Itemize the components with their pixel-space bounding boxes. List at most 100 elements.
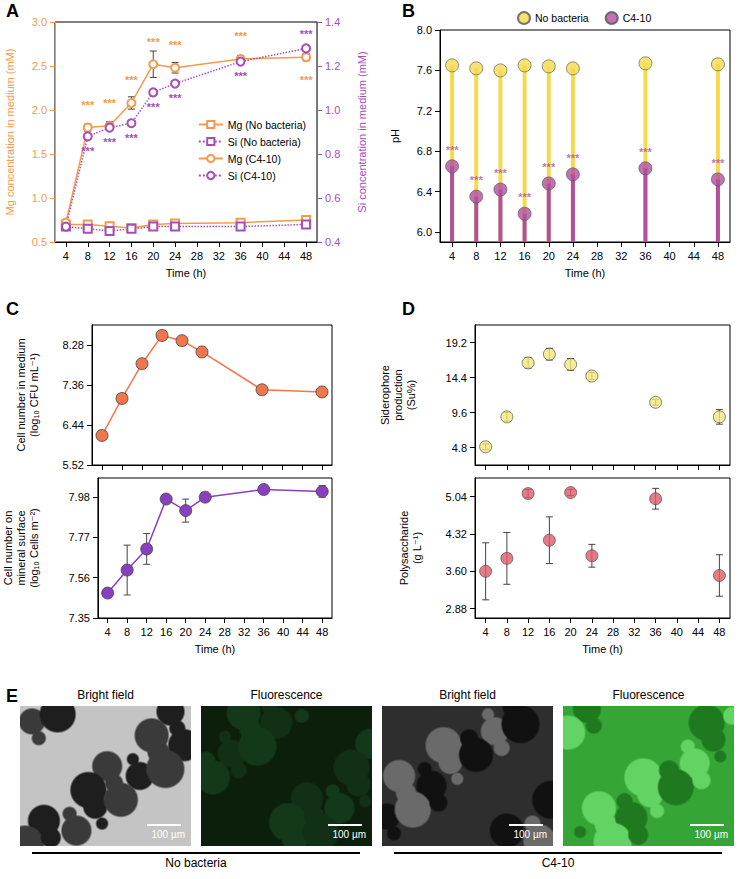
svg-text:12: 12: [103, 250, 115, 262]
svg-text:7.35: 7.35: [68, 612, 89, 624]
svg-text:20: 20: [565, 626, 577, 638]
svg-text:4.8: 4.8: [452, 442, 467, 454]
svg-text:pH: pH: [389, 129, 401, 143]
svg-text:Siderophore: Siderophore: [379, 365, 391, 425]
svg-text:Time (h): Time (h): [582, 643, 623, 655]
svg-text:***: ***: [300, 28, 314, 40]
svg-text:7.56: 7.56: [68, 572, 89, 584]
svg-text:6.4: 6.4: [417, 186, 432, 198]
svg-text:***: ***: [494, 167, 508, 179]
svg-text:(log₁₀ Cells m⁻²): (log₁₀ Cells m⁻²): [28, 508, 40, 587]
svg-text:2.0: 2.0: [32, 104, 47, 116]
svg-text:0.8: 0.8: [325, 148, 340, 160]
svg-text:0.4: 0.4: [325, 236, 340, 248]
svg-text:Time (h): Time (h): [195, 643, 236, 655]
svg-text:28: 28: [219, 626, 231, 638]
svg-text:5.04: 5.04: [446, 491, 467, 503]
svg-text:Cell number on: Cell number on: [2, 511, 14, 586]
svg-text:***: ***: [234, 30, 248, 42]
svg-text:***: ***: [147, 101, 161, 113]
svg-text:36: 36: [639, 250, 651, 262]
svg-text:D: D: [402, 299, 415, 319]
svg-text:C4-10: C4-10: [623, 12, 652, 24]
svg-text:32: 32: [615, 250, 627, 262]
svg-text:44: 44: [692, 626, 704, 638]
svg-text:0.6: 0.6: [325, 192, 340, 204]
svg-text:32: 32: [238, 626, 250, 638]
svg-text:8: 8: [85, 250, 91, 262]
svg-text:4: 4: [63, 250, 69, 262]
svg-text:44: 44: [688, 250, 700, 262]
svg-text:A: A: [6, 1, 19, 21]
svg-text:***: ***: [169, 92, 183, 104]
svg-text:Time (h): Time (h): [166, 267, 207, 279]
svg-text:0.5: 0.5: [32, 236, 47, 248]
svg-text:6.0: 6.0: [417, 226, 432, 238]
svg-text:40: 40: [256, 250, 268, 262]
svg-text:32: 32: [213, 250, 225, 262]
svg-text:6.8: 6.8: [417, 145, 432, 157]
svg-text:20: 20: [180, 626, 192, 638]
svg-text:12: 12: [494, 250, 506, 262]
svg-text:Mg (C4-10): Mg (C4-10): [228, 153, 281, 165]
svg-text:***: ***: [169, 39, 183, 51]
svg-text:16: 16: [125, 250, 137, 262]
svg-text:1.5: 1.5: [32, 148, 47, 160]
svg-text:7.6: 7.6: [417, 64, 432, 76]
svg-text:7.77: 7.77: [68, 531, 89, 543]
svg-text:1.0: 1.0: [325, 104, 340, 116]
svg-text:***: ***: [234, 70, 248, 82]
svg-text:***: ***: [542, 161, 556, 173]
svg-text:No bacteria: No bacteria: [535, 12, 589, 24]
svg-text:16: 16: [160, 626, 172, 638]
svg-text:***: ***: [518, 191, 532, 203]
svg-text:***: ***: [639, 146, 653, 158]
svg-text:36: 36: [258, 626, 270, 638]
svg-text:***: ***: [711, 157, 725, 169]
svg-text:24: 24: [586, 626, 598, 638]
svg-text:Polysaccharide: Polysaccharide: [398, 511, 410, 586]
svg-text:20: 20: [147, 250, 159, 262]
svg-text:20: 20: [543, 250, 555, 262]
svg-text:32: 32: [628, 626, 640, 638]
svg-text:8: 8: [504, 626, 510, 638]
svg-text:4: 4: [449, 250, 455, 262]
svg-text:***: ***: [470, 174, 484, 186]
svg-text:production: production: [392, 369, 404, 420]
svg-text:8: 8: [473, 250, 479, 262]
svg-text:40: 40: [663, 250, 675, 262]
svg-text:4.32: 4.32: [446, 528, 467, 540]
svg-text:Mg concentration in medium (mM: Mg concentration in medium (mM): [4, 49, 16, 216]
svg-text:12: 12: [522, 626, 534, 638]
svg-text:Si concentration in medium (mM: Si concentration in medium (mM): [356, 51, 368, 212]
svg-text:1.4: 1.4: [325, 16, 340, 28]
svg-text:16: 16: [543, 626, 555, 638]
svg-text:Cell number in medium: Cell number in medium: [15, 338, 27, 451]
svg-text:28: 28: [591, 250, 603, 262]
svg-text:16: 16: [518, 250, 530, 262]
svg-text:***: ***: [300, 74, 314, 86]
svg-text:(log₁₀ CFU mL⁻¹): (log₁₀ CFU mL⁻¹): [28, 353, 40, 437]
svg-text:8: 8: [124, 626, 130, 638]
svg-text:36: 36: [234, 250, 246, 262]
svg-text:7.98: 7.98: [68, 491, 89, 503]
svg-text:***: ***: [103, 136, 117, 148]
svg-text:1.0: 1.0: [32, 192, 47, 204]
svg-text:28: 28: [607, 626, 619, 638]
svg-text:***: ***: [147, 36, 161, 48]
svg-text:Si (C4-10): Si (C4-10): [228, 170, 276, 182]
svg-text:(g L⁻¹): (g L⁻¹): [411, 532, 423, 564]
svg-text:48: 48: [300, 250, 312, 262]
svg-text:12: 12: [141, 626, 153, 638]
svg-text:44: 44: [297, 626, 309, 638]
svg-text:C: C: [6, 299, 19, 319]
svg-text:28: 28: [191, 250, 203, 262]
svg-text:***: ***: [125, 132, 139, 144]
svg-text:***: ***: [566, 152, 580, 164]
svg-text:Si (No bacteria): Si (No bacteria): [228, 136, 301, 148]
svg-text:44: 44: [278, 250, 290, 262]
svg-text:4: 4: [105, 626, 111, 638]
svg-text:24: 24: [169, 250, 181, 262]
svg-text:7.2: 7.2: [417, 105, 432, 117]
svg-text:48: 48: [713, 626, 725, 638]
